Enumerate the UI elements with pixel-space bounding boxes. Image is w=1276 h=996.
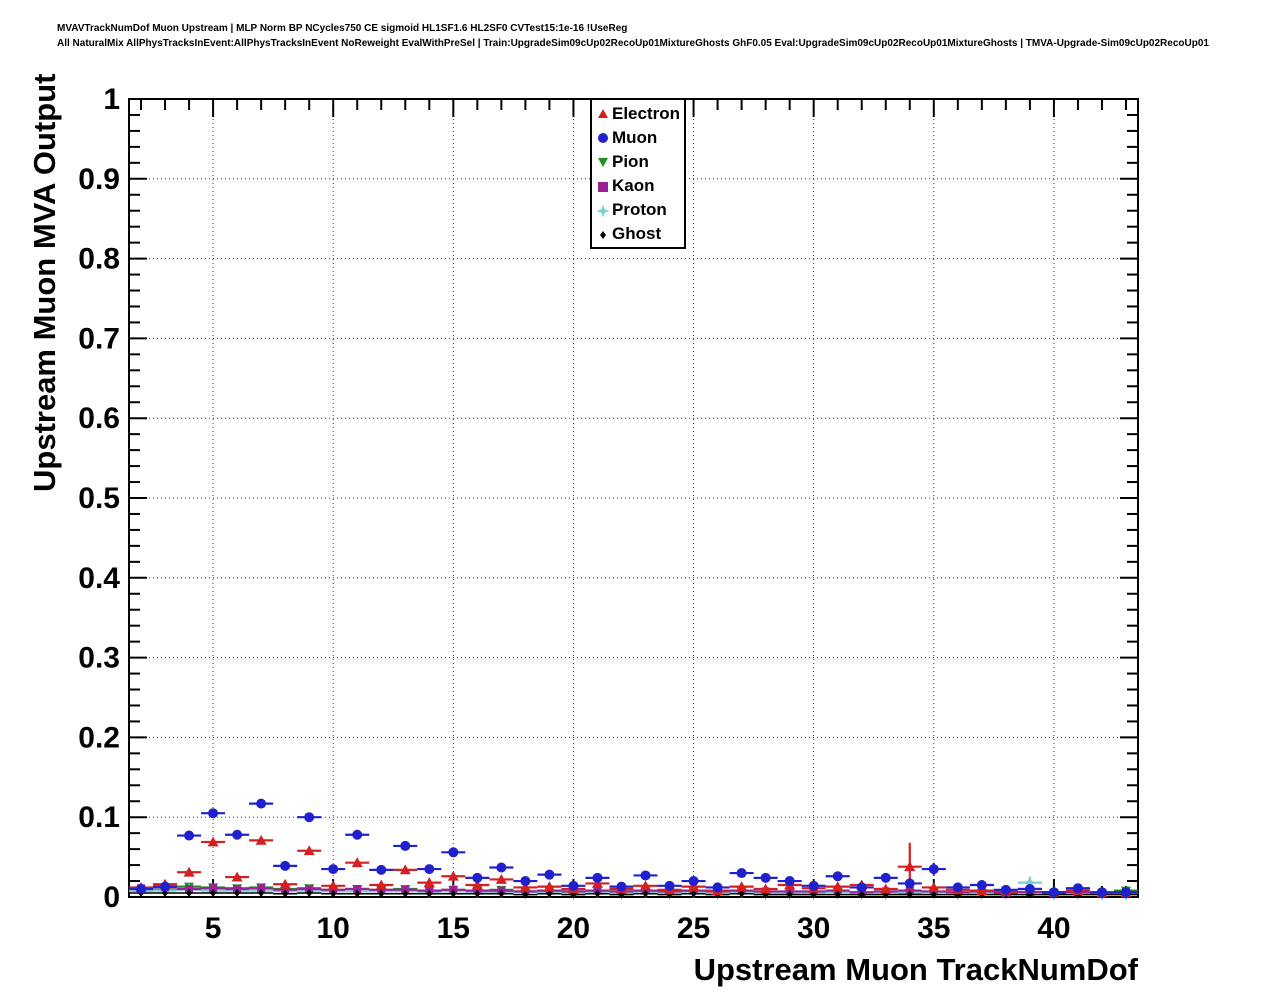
svg-text:0.8: 0.8 bbox=[78, 243, 120, 276]
svg-text:5: 5 bbox=[205, 912, 222, 945]
legend-item-pion: Pion bbox=[595, 149, 684, 173]
legend-item-kaon: Kaon bbox=[595, 174, 684, 198]
legend-item-proton: Proton bbox=[595, 198, 684, 222]
legend-label-ghost: Ghost bbox=[612, 224, 662, 244]
svg-text:0: 0 bbox=[103, 881, 120, 914]
svg-text:0.4: 0.4 bbox=[78, 562, 120, 595]
plot-header-line1: MVAVTrackNumDof Muon Upstream | MLP Norm… bbox=[57, 23, 628, 34]
svg-text:1: 1 bbox=[103, 83, 120, 116]
svg-text:30: 30 bbox=[797, 912, 830, 945]
legend-label-electron: Electron bbox=[612, 103, 681, 123]
legend-item-electron: Electron bbox=[595, 101, 684, 125]
svg-text:0.6: 0.6 bbox=[78, 402, 120, 435]
svg-text:0.1: 0.1 bbox=[78, 801, 120, 834]
legend-label-proton: Proton bbox=[612, 200, 667, 220]
series-muon bbox=[129, 798, 1138, 898]
svg-text:0.3: 0.3 bbox=[78, 642, 120, 675]
x-axis-tick-labels: 5 10 15 20 25 30 35 40 bbox=[205, 912, 1071, 945]
legend-label-kaon: Kaon bbox=[612, 176, 655, 196]
y-axis-title: Upstream Muon MVA Output bbox=[27, 74, 62, 492]
electron-marker-icon bbox=[598, 109, 608, 119]
svg-text:40: 40 bbox=[1037, 912, 1070, 945]
axis-ticks bbox=[129, 99, 1138, 897]
svg-text:0.2: 0.2 bbox=[78, 721, 120, 754]
legend-label-muon: Muon bbox=[612, 127, 658, 147]
plot-header-line2: All NaturalMix AllPhysTracksInEvent:AllP… bbox=[57, 38, 1209, 49]
kaon-marker-icon bbox=[598, 181, 608, 192]
legend-item-ghost: Ghost bbox=[595, 222, 684, 246]
svg-text:0.7: 0.7 bbox=[78, 322, 120, 355]
svg-text:20: 20 bbox=[557, 912, 590, 945]
proton-marker-icon bbox=[596, 204, 610, 218]
legend-item-muon: Muon bbox=[595, 125, 684, 149]
x-axis-title: Upstream Muon TrackNumDof bbox=[694, 952, 1139, 987]
svg-text:0.5: 0.5 bbox=[78, 482, 120, 515]
svg-text:0.9: 0.9 bbox=[78, 163, 120, 196]
legend-label-pion: Pion bbox=[612, 151, 649, 171]
svg-text:15: 15 bbox=[437, 912, 470, 945]
svg-text:35: 35 bbox=[917, 912, 950, 945]
legend: Electron Muon Pion Kaon Proton Ghost bbox=[590, 98, 686, 249]
svg-text:25: 25 bbox=[677, 912, 710, 945]
y-axis-tick-labels: 0 0.1 0.2 0.3 0.4 0.5 0.6 0.7 0.8 0.9 1 bbox=[78, 83, 120, 914]
pion-marker-icon bbox=[598, 158, 608, 168]
svg-text:10: 10 bbox=[317, 912, 350, 945]
ghost-marker-icon bbox=[600, 230, 606, 239]
grid-lines bbox=[129, 99, 1138, 897]
muon-marker-icon bbox=[598, 133, 608, 144]
